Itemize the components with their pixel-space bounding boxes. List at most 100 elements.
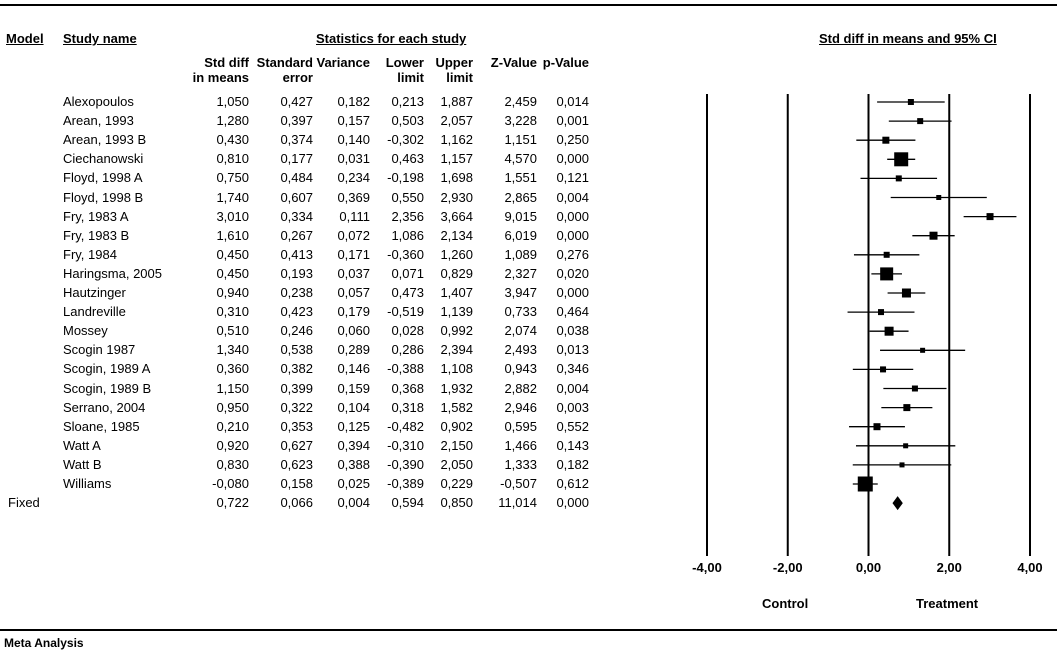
cell-variance: 0,140	[337, 132, 370, 148]
cell-z: 3,947	[504, 285, 537, 300]
cell-se: 0,238	[280, 285, 313, 300]
point-estimate-box	[857, 476, 873, 492]
point-estimate-box	[917, 118, 924, 125]
cell-p: 0,250	[556, 132, 589, 148]
cell-smd: 0,920	[216, 437, 249, 453]
study-name: Watt B	[63, 456, 102, 472]
cell-upper: 1,698	[440, 170, 473, 186]
tick-label: -4,00	[692, 560, 722, 575]
cell-variance: 0,125	[337, 418, 370, 434]
cell-smd: 0,450	[216, 246, 249, 262]
cell-z: 0,943	[504, 361, 537, 377]
cell-smd: 0,750	[216, 170, 249, 186]
study-name: Scogin 1987	[63, 342, 136, 358]
cell-p: 0,612	[556, 476, 589, 491]
cell-p: 0,182	[556, 456, 589, 472]
cell-smd: 3,010	[216, 208, 249, 224]
cell-p: 0,000	[556, 151, 589, 167]
cell-smd: 0,430	[216, 132, 249, 148]
cell-smd: 0,510	[216, 323, 249, 339]
cell-z: 1,333	[504, 456, 537, 472]
cell-lower: -0,310	[387, 437, 424, 453]
cell-p: 0,013	[556, 342, 589, 358]
point-estimate-box	[986, 213, 994, 221]
cell-variance: 0,171	[337, 246, 370, 262]
study-name: Scogin, 1989 B	[63, 380, 152, 396]
cell-se: 0,397	[280, 113, 313, 129]
point-estimate-box	[929, 231, 938, 240]
cell-z: 4,570	[504, 151, 537, 167]
cell-z: -0,507	[500, 476, 537, 491]
cell-smd: 0,310	[216, 304, 249, 320]
cell-z: 6,019	[504, 227, 537, 243]
cell-lower: 0,368	[391, 380, 424, 396]
cell-smd: 0,450	[216, 265, 249, 281]
study-name: Fry, 1983 B	[63, 227, 130, 243]
cell-lower: 1,086	[391, 227, 424, 243]
cell-upper: 2,394	[440, 342, 473, 358]
plot-title: Std diff in means and 95% CI	[819, 31, 997, 46]
cell-variance: 0,157	[337, 113, 370, 129]
cell-z: 2,327	[504, 265, 537, 281]
cell-lower: 0,071	[391, 265, 424, 281]
cell-upper: 0,829	[440, 265, 473, 281]
cell-p: 0,121	[556, 170, 589, 186]
cell-smd: 1,150	[216, 380, 249, 396]
col-header-se-line1: Standard	[256, 55, 313, 70]
cell-lower: 0,550	[391, 189, 424, 205]
pooled-diamond	[892, 496, 903, 511]
cell-se: 0,177	[280, 151, 313, 167]
study-name: Sloane, 1985	[63, 418, 140, 434]
col-header-se: Standard error	[257, 55, 313, 85]
cell-p: 0,038	[556, 323, 589, 339]
point-estimate-box	[903, 404, 911, 412]
point-estimate-box	[884, 326, 894, 336]
tick-label: 0,00	[856, 560, 881, 575]
cell-p: 0,143	[556, 437, 589, 453]
tick-label: 2,00	[937, 560, 962, 575]
cell-z: 1,089	[504, 246, 537, 262]
cell-variance: 0,388	[337, 456, 370, 472]
cell-lower: 0,286	[391, 342, 424, 358]
cell-variance: 0,060	[337, 323, 370, 339]
pooled-cell-lower: 0,594	[391, 495, 424, 511]
cell-variance: 0,234	[337, 170, 370, 186]
col-header-p: p-Value	[543, 55, 589, 70]
col-header-z: Z-Value	[491, 55, 537, 70]
cell-upper: 3,664	[440, 208, 473, 224]
study-name: Fry, 1984	[63, 246, 117, 262]
cell-se: 0,423	[280, 304, 313, 320]
cell-lower: -0,389	[387, 476, 424, 491]
point-estimate-box	[883, 251, 890, 258]
control-label: Control	[762, 596, 809, 611]
cell-z: 2,493	[504, 342, 537, 358]
study-name: Serrano, 2004	[63, 399, 146, 415]
tick-label: -2,00	[773, 560, 803, 575]
tick-label: 4,00	[1017, 560, 1042, 575]
col-header-z-line2: Z-Value	[490, 55, 537, 70]
cell-smd: 1,610	[216, 227, 249, 243]
cell-lower: -0,482	[387, 418, 424, 434]
cell-variance: 0,057	[337, 285, 370, 300]
cell-se: 0,158	[280, 476, 313, 491]
cell-p: 0,276	[556, 246, 589, 262]
point-estimate-box	[903, 443, 909, 449]
cell-z: 2,946	[504, 399, 537, 415]
cell-upper: 1,157	[440, 151, 473, 167]
study-name: Haringsma, 2005	[63, 265, 162, 281]
cell-lower: 0,028	[391, 323, 424, 339]
cell-se: 0,334	[280, 208, 313, 224]
cell-p: 0,000	[556, 285, 589, 300]
col-header-upper: Upper limit	[435, 55, 473, 85]
cell-z: 2,074	[504, 323, 537, 339]
cell-se: 0,382	[280, 361, 313, 377]
point-estimate-box	[880, 366, 887, 373]
cell-z: 2,865	[504, 189, 537, 205]
cell-upper: 2,050	[440, 456, 473, 472]
cell-lower: 0,503	[391, 113, 424, 129]
cell-p: 0,020	[556, 265, 589, 281]
cell-upper: 0,902	[440, 418, 473, 434]
cell-smd: -0,080	[212, 476, 249, 491]
study-name: Arean, 1993	[63, 113, 134, 129]
point-estimate-box	[911, 385, 918, 392]
